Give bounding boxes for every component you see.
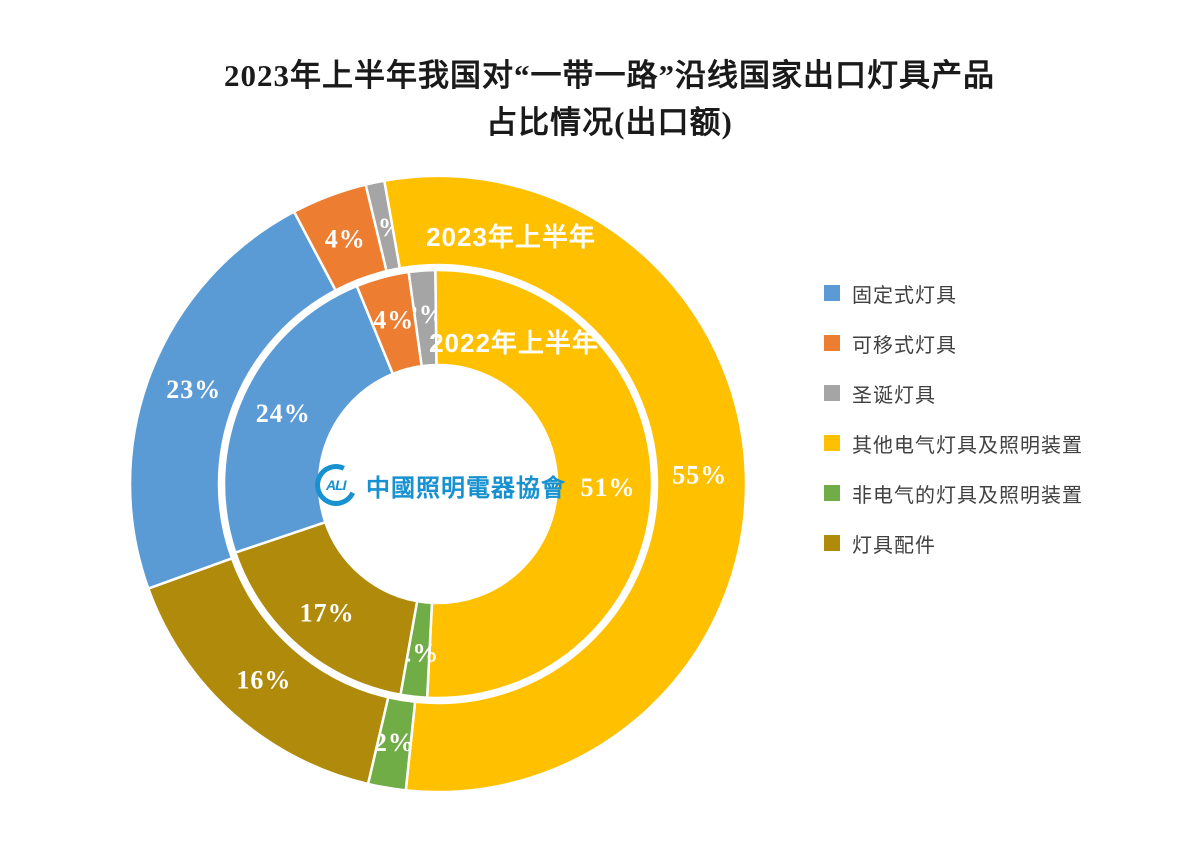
- pct-label-inner-1: 4%: [373, 305, 414, 334]
- pct-label-inner-0: 24%: [256, 399, 311, 428]
- chart-legend: 固定式灯具 可移式灯具 圣诞灯具 其他电气灯具及照明装置 非电气的灯具及照明装置…: [824, 268, 1083, 568]
- slice-inner-3: [425, 268, 654, 700]
- pct-label-inner-5: 17%: [300, 598, 355, 627]
- legend-swatch-icon: [824, 285, 840, 301]
- slice-outer-0: [128, 210, 337, 590]
- legend-swatch-icon: [824, 385, 840, 401]
- cali-logo-text: 中國照明電器協會: [366, 475, 566, 502]
- legend-swatch-icon: [824, 485, 840, 501]
- legend-label: 固定式灯具: [852, 284, 957, 307]
- legend-label: 灯具配件: [852, 534, 936, 557]
- legend-item-portable-lamps: 可移式灯具: [824, 318, 1083, 368]
- slice-inner-5: [234, 520, 419, 696]
- pct-label-outer-0: 23%: [166, 375, 221, 404]
- pct-label-outer-1: 4%: [325, 225, 366, 254]
- legend-label: 非电气的灯具及照明装置: [852, 484, 1083, 507]
- slice-outer-1: [292, 183, 388, 292]
- legend-swatch-icon: [824, 535, 840, 551]
- ring-label-outer: 2023年上半年: [426, 222, 596, 252]
- chart-title-line1: 2023年上半年我国对“一带一路”沿线国家出口灯具产品: [224, 58, 995, 93]
- pct-label-inner-3: 51%: [581, 473, 636, 502]
- legend-item-christmas-lamps: 圣诞灯具: [824, 368, 1083, 418]
- legend-item-other-electric-lighting: 其他电气灯具及照明装置: [824, 418, 1083, 468]
- legend-swatch-icon: [824, 435, 840, 451]
- cali-logo-badge: ALI: [326, 477, 346, 493]
- ring-label-inner: 2022年上半年: [429, 328, 599, 358]
- chart-title-line2: 占比情况(出口额): [486, 105, 733, 140]
- slice-inner-1: [355, 270, 423, 376]
- legend-item-non-electric-lighting: 非电气的灯具及照明装置: [824, 468, 1083, 518]
- legend-label: 其他电气灯具及照明装置: [852, 434, 1083, 457]
- chart-title: 2023年上半年我国对“一带一路”沿线国家出口灯具产品 占比情况(出口额): [0, 52, 1181, 146]
- cali-logo: ALI 中國照明電器協會: [309, 458, 575, 512]
- slice-inner-0: [222, 284, 395, 554]
- legend-label: 可移式灯具: [852, 334, 957, 357]
- cali-logo-ring-icon: ALI: [309, 458, 363, 512]
- legend-item-lamp-accessories: 灯具配件: [824, 518, 1083, 568]
- legend-swatch-icon: [824, 335, 840, 351]
- legend-item-fixed-lamps: 固定式灯具: [824, 268, 1083, 318]
- slice-outer-3: [383, 174, 748, 794]
- pct-label-outer-5: 16%: [236, 665, 291, 694]
- legend-label: 圣诞灯具: [852, 384, 936, 407]
- pct-label-outer-3: 55%: [672, 460, 727, 489]
